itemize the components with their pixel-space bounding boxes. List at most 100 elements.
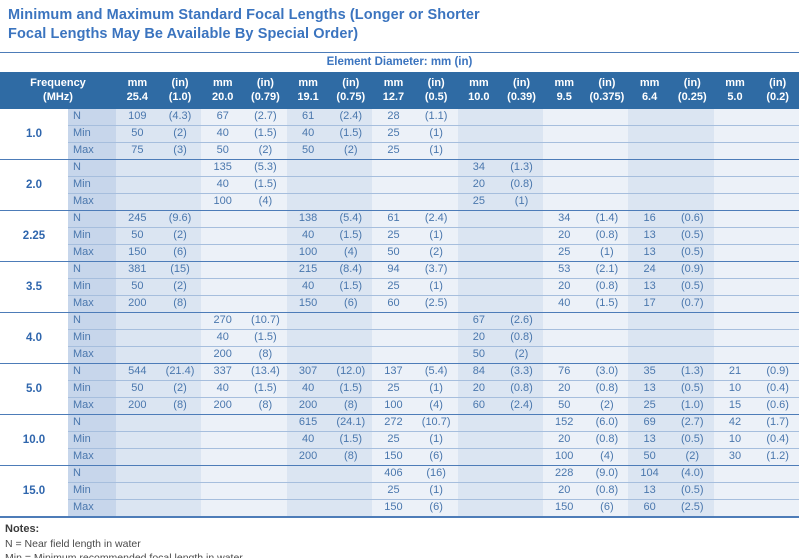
table-cell: 50 — [542, 396, 586, 414]
table-cell: (1) — [414, 481, 458, 499]
unit-in-label: (in) — [598, 76, 616, 89]
row-label-cell: Max — [68, 243, 116, 261]
table-cell — [244, 210, 287, 227]
table-cell: 40 — [286, 277, 330, 295]
row-label-cell: Min — [68, 175, 116, 193]
table-cell — [116, 312, 159, 329]
table-cell: 25 — [372, 226, 415, 244]
diameter-in-value: (0.79) — [251, 90, 280, 103]
table-cell — [201, 294, 245, 312]
table-cell: 76 — [542, 363, 586, 380]
table-cell: 28 — [372, 108, 415, 125]
table-cell — [670, 124, 714, 142]
table-cell — [158, 328, 202, 346]
table-cell — [244, 277, 287, 295]
table-cell: 104 — [628, 465, 671, 482]
diameter-mm-header-cell: mm 6.4 — [628, 72, 671, 109]
table-cell — [158, 159, 202, 176]
diameter-mm-header-cell: mm 19.1 — [287, 72, 330, 109]
table-cell — [201, 414, 245, 431]
diameter-in-header-cell: (in) (0.75) — [329, 72, 372, 109]
table-cell: (8) — [244, 396, 287, 414]
table-cell — [628, 159, 671, 176]
table-cell: 50 — [116, 226, 159, 244]
unit-mm-label: mm — [383, 76, 404, 89]
table-cell: (2) — [158, 277, 202, 295]
diameter-mm-header-cell: mm 10.0 — [458, 72, 501, 109]
table-cell: (10.7) — [244, 312, 287, 329]
table-cell — [500, 465, 543, 482]
table-cell — [372, 192, 415, 210]
row-label-cell: Min — [68, 277, 116, 295]
table-cell: 13 — [628, 243, 671, 261]
table-cell: 40 — [286, 430, 330, 448]
unit-in-label: (in) — [683, 76, 701, 89]
table-cell: 150 — [372, 447, 415, 465]
frequency-header-cell: Frequency (MHz) — [0, 72, 116, 109]
table-cell: (0.6) — [756, 396, 799, 414]
diameter-in-header-cell: (in) (1.0) — [159, 72, 202, 109]
table-cell: (0.5) — [670, 379, 714, 397]
diameter-mm-value: 25.4 — [126, 90, 149, 103]
table-cell — [500, 498, 543, 516]
table-cell — [585, 175, 629, 193]
table-cell — [329, 328, 373, 346]
table-cell — [542, 141, 586, 159]
table-cell: (2) — [158, 379, 202, 397]
table-cell — [158, 430, 202, 448]
row-label-cell: Min — [68, 226, 116, 244]
table-cell: (0.8) — [585, 226, 629, 244]
table-cell — [756, 465, 799, 482]
table-cell: 50 — [116, 379, 159, 397]
table-cell — [244, 294, 287, 312]
diameter-in-value: (0.39) — [507, 90, 536, 103]
frequency-group: 10.0 N 615 (24.1) 272 (10.7) 152 (6.0) 69 (2.7) 42… — [0, 413, 799, 465]
table-cell: 40 — [201, 328, 245, 346]
table-cell — [500, 481, 543, 499]
row-label-cell: N — [68, 108, 116, 125]
table-cell — [329, 481, 373, 499]
table-cell: (2.4) — [500, 396, 543, 414]
table-cell — [756, 277, 799, 295]
table-cell: 200 — [286, 396, 330, 414]
table-cell: 50 — [116, 124, 159, 142]
table-cell — [670, 328, 714, 346]
table-cell — [756, 226, 799, 244]
row-label-cell: Min — [68, 124, 116, 142]
table-cell: (2.4) — [414, 210, 458, 227]
table-cell — [286, 481, 330, 499]
diameter-in-value: (1.0) — [168, 90, 192, 103]
table-cell: 40 — [201, 175, 245, 193]
table-cell — [158, 312, 202, 329]
table-cell — [670, 175, 714, 193]
frequency-group: 2.25 N 245 (9.6) 138 (5.4) 61 (2.4) 34 (1.4) 16 (0.… — [0, 209, 799, 261]
frequency-cell: 2.25 — [0, 210, 68, 261]
row-label-cell: Min — [68, 379, 116, 397]
table-cell — [542, 328, 586, 346]
table-cell — [414, 312, 458, 329]
table-cell: 150 — [542, 498, 586, 516]
table-cell: (2) — [158, 124, 202, 142]
table-cell — [670, 159, 714, 176]
table-cell — [372, 159, 415, 176]
table-cell — [457, 141, 501, 159]
table-cell — [585, 312, 629, 329]
note-min: Min = Minimum recommended focal length i… — [5, 551, 799, 558]
table-cell: 40 — [286, 226, 330, 244]
unit-in-label: (in) — [171, 76, 189, 89]
table-cell — [201, 277, 245, 295]
diameter-in-value: (0.375) — [589, 90, 625, 103]
table-cell: 200 — [201, 396, 245, 414]
table-cell: (4) — [329, 243, 373, 261]
table-cell — [244, 447, 287, 465]
table-cell: 21 — [713, 363, 757, 380]
frequency-cell: 15.0 — [0, 465, 68, 516]
table-cell: 150 — [116, 243, 159, 261]
table-cell: (1) — [414, 124, 458, 142]
table-cell: (4.0) — [670, 465, 714, 482]
table-cell — [542, 159, 586, 176]
row-label-cell: Max — [68, 192, 116, 210]
diameter-mm-value: 19.1 — [297, 90, 319, 103]
table-cell — [500, 210, 543, 227]
frequency-cell: 3.5 — [0, 261, 68, 312]
